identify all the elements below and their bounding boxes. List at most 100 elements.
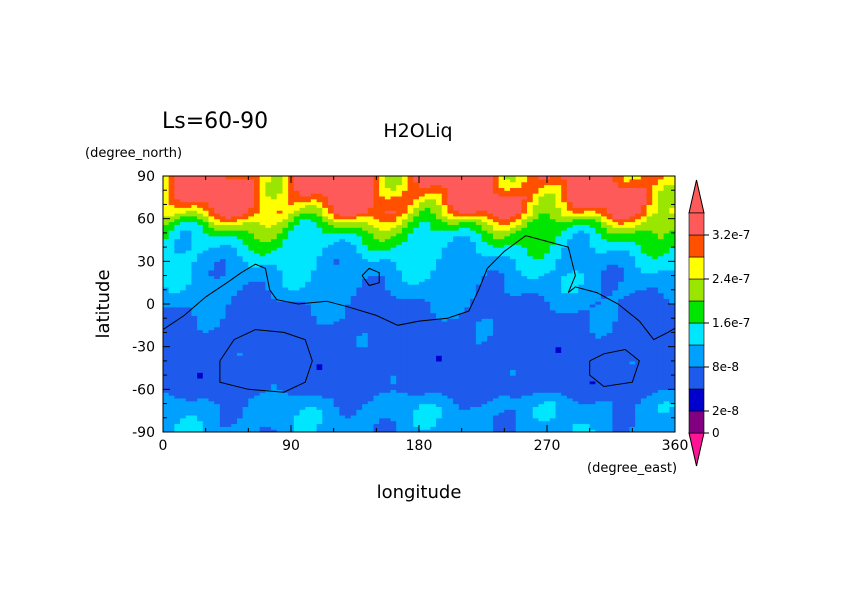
heatmap-cell <box>396 389 403 393</box>
heatmap-cell <box>225 295 232 299</box>
heatmap-cell <box>180 176 187 180</box>
heatmap-cell <box>430 417 437 422</box>
heatmap-cell <box>310 286 318 291</box>
heatmap-cell <box>441 377 449 382</box>
heatmap-cell <box>436 298 443 302</box>
heatmap-cell <box>219 232 227 237</box>
heatmap-cell <box>396 426 403 430</box>
heatmap-cell <box>305 363 312 368</box>
heatmap-cell <box>396 375 403 379</box>
heatmap-cell <box>390 258 397 262</box>
heatmap-cell <box>276 215 284 220</box>
heatmap-cell <box>254 261 261 265</box>
heatmap-cell <box>458 309 466 314</box>
heatmap-cell <box>305 423 312 427</box>
heatmap-cell <box>293 395 301 399</box>
heatmap-cell <box>236 304 244 308</box>
heatmap-cell <box>322 227 329 231</box>
heatmap-cell <box>401 286 409 291</box>
heatmap-cell <box>310 210 318 214</box>
heatmap-cell <box>265 212 272 217</box>
heatmap-cell <box>288 406 295 410</box>
heatmap-cell <box>327 349 335 353</box>
heatmap-cell <box>339 392 346 396</box>
heatmap-cell <box>305 386 312 390</box>
heatmap-cell <box>168 193 175 197</box>
heatmap-cell <box>413 184 420 188</box>
heatmap-cell <box>310 332 318 336</box>
heatmap-cell <box>453 397 460 402</box>
heatmap-cell <box>447 355 454 359</box>
heatmap-cell <box>470 352 477 356</box>
heatmap-cell <box>464 215 471 220</box>
heatmap-cell <box>299 323 306 328</box>
heatmap-cell <box>424 312 431 316</box>
heatmap-cell <box>242 292 249 297</box>
heatmap-cell <box>191 201 198 206</box>
heatmap-cell <box>424 412 431 416</box>
heatmap-cell <box>327 284 335 288</box>
heatmap-cell <box>163 397 170 402</box>
heatmap-cell <box>242 284 249 288</box>
heatmap-cell <box>384 312 392 316</box>
heatmap-cell <box>384 221 392 225</box>
heatmap-cell <box>197 403 204 407</box>
heatmap-cell <box>384 395 392 399</box>
heatmap-cell <box>168 358 175 362</box>
heatmap-cell <box>373 218 380 223</box>
heatmap-cell <box>276 423 284 427</box>
heatmap-cell <box>214 244 221 248</box>
heatmap-cell <box>453 258 460 262</box>
heatmap-cell <box>293 210 301 214</box>
heatmap-cell <box>276 252 284 257</box>
heatmap-cell <box>305 187 312 191</box>
heatmap-cell <box>447 261 454 265</box>
heatmap-cell <box>373 309 380 314</box>
heatmap-cell <box>191 340 198 345</box>
heatmap-cell <box>339 272 346 277</box>
heatmap-cell <box>254 227 261 231</box>
heatmap-cell <box>276 426 284 430</box>
heatmap-cell <box>396 289 403 294</box>
heatmap-cell <box>379 332 386 336</box>
heatmap-cell <box>214 193 221 197</box>
heatmap-cell <box>396 321 403 325</box>
heatmap-cell <box>163 289 170 294</box>
heatmap-cell <box>202 309 210 314</box>
heatmap-cell <box>447 178 454 183</box>
heatmap-cell <box>219 281 227 285</box>
heatmap-cell <box>407 312 414 316</box>
heatmap-cell <box>305 289 312 294</box>
heatmap-cell <box>419 210 426 214</box>
heatmap-cell <box>248 275 255 279</box>
heatmap-cell <box>424 267 431 271</box>
heatmap-cell <box>265 340 272 345</box>
heatmap-cell <box>367 230 375 234</box>
heatmap-cell <box>413 252 420 257</box>
heatmap-cell <box>436 181 443 186</box>
heatmap-cell <box>180 340 187 345</box>
heatmap-cell <box>282 312 289 316</box>
heatmap-cell <box>254 340 261 345</box>
heatmap-cell <box>293 355 301 359</box>
heatmap-cell <box>384 230 392 234</box>
heatmap-cell <box>379 420 386 425</box>
heatmap-cell <box>242 241 249 245</box>
heatmap-cell <box>248 269 255 274</box>
heatmap-cell <box>185 426 193 430</box>
heatmap-cell <box>327 369 335 373</box>
heatmap-cell <box>214 298 221 302</box>
heatmap-cell <box>345 329 352 334</box>
heatmap-cell <box>350 181 358 186</box>
heatmap-cell <box>310 289 318 294</box>
heatmap-cell <box>236 198 244 203</box>
heatmap-cell <box>208 247 215 251</box>
heatmap-cell <box>379 423 386 427</box>
heatmap-cell <box>310 230 318 234</box>
heatmap-cell <box>464 295 471 299</box>
heatmap-cell <box>413 389 420 393</box>
heatmap-cell <box>248 198 255 203</box>
heatmap-cell <box>453 204 460 208</box>
heatmap-cell <box>299 335 306 339</box>
heatmap-cell <box>470 210 477 214</box>
